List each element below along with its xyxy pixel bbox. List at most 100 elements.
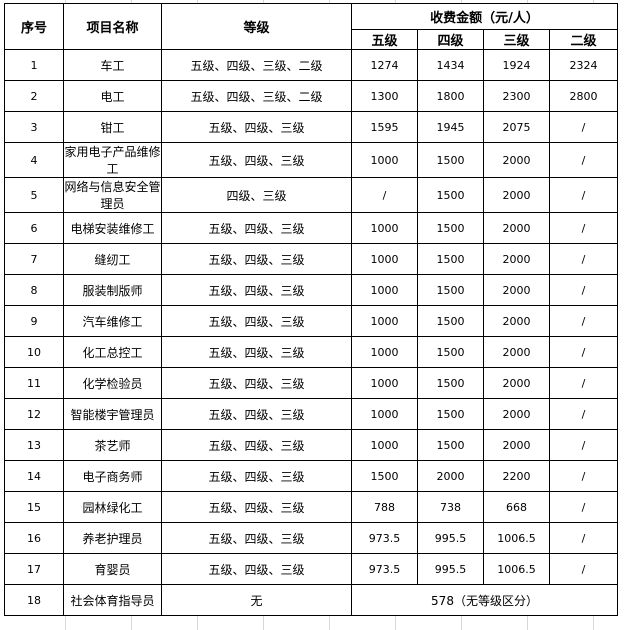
- row-fee: 1006.5: [483, 522, 550, 554]
- row-index: 4: [4, 142, 64, 178]
- row-name: 电子商务师: [63, 460, 162, 492]
- row-name: 汽车维修工: [63, 305, 162, 337]
- row-levels: 五级、四级、三级: [161, 460, 352, 492]
- row-index: 9: [4, 305, 64, 337]
- row-fee: 995.5: [417, 522, 484, 554]
- table-row: 10 化工总控工 五级、四级、三级 1000 1500 2000/: [4, 336, 618, 368]
- row-levels: 五级、四级、三级: [161, 111, 352, 143]
- row-name: 园林绿化工: [63, 491, 162, 523]
- row-levels: 五级、四级、三级、二级: [161, 49, 352, 81]
- row-fee: 2000: [417, 460, 484, 492]
- row-fee: /: [549, 553, 618, 585]
- row-name: 养老护理员: [63, 522, 162, 554]
- header-index: 序号: [4, 3, 64, 50]
- row-fee: 973.5: [351, 522, 418, 554]
- row-levels: 五级、四级、三级: [161, 243, 352, 275]
- row-fee: 973.5: [351, 553, 418, 585]
- row-fee: /: [549, 367, 618, 399]
- row-index: 6: [4, 212, 64, 244]
- row-fee: 1500: [417, 429, 484, 461]
- row-levels: 五级、四级、三级: [161, 491, 352, 523]
- row-fee: 1000: [351, 274, 418, 306]
- row-name: 茶艺师: [63, 429, 162, 461]
- row-fee: 1945: [417, 111, 484, 143]
- header-levels: 等级: [161, 3, 352, 50]
- header-level-5: 五级: [351, 29, 418, 50]
- row-fee: /: [549, 491, 618, 523]
- row-index: 12: [4, 398, 64, 430]
- row-levels: 无: [161, 584, 352, 616]
- row-fee: 1000: [351, 212, 418, 244]
- row-name: 社会体育指导员: [63, 584, 162, 616]
- row-fee: /: [351, 177, 418, 213]
- row-fee: 1006.5: [483, 553, 550, 585]
- row-fee: 1300: [351, 80, 418, 112]
- row-fee: 1500: [417, 274, 484, 306]
- row-fee: 1000: [351, 336, 418, 368]
- header-level-2: 二级: [549, 29, 618, 50]
- row-fee: 668: [483, 491, 550, 523]
- row-fee: 995.5: [417, 553, 484, 585]
- row-fee: 2000: [483, 429, 550, 461]
- row-fee: 2324: [549, 49, 618, 81]
- row-index: 16: [4, 522, 64, 554]
- row-index: 14: [4, 460, 64, 492]
- row-fee: /: [549, 111, 618, 143]
- row-index: 10: [4, 336, 64, 368]
- row-name: 智能楼宇管理员: [63, 398, 162, 430]
- row-fee: 2000: [483, 398, 550, 430]
- table-row: 8 服装制版师 五级、四级、三级 1000 1500 2000/: [4, 274, 618, 306]
- row-fee: 1434: [417, 49, 484, 81]
- row-name: 缝纫工: [63, 243, 162, 275]
- table-row: 7 缝纫工 五级、四级、三级 1000 1500 2000/: [4, 243, 618, 275]
- row-name: 钳工: [63, 111, 162, 143]
- row-fee: /: [549, 429, 618, 461]
- row-fee: /: [549, 336, 618, 368]
- row-index: 8: [4, 274, 64, 306]
- row-name: 网络与信息安全管理员: [63, 177, 162, 213]
- row-fee: /: [549, 177, 618, 213]
- row-index: 13: [4, 429, 64, 461]
- row-levels: 五级、四级、三级: [161, 274, 352, 306]
- header-fee: 收费金额（元/人）: [351, 3, 618, 30]
- table-row: 1 车工 五级、四级、三级、二级 1274 1434 1924 2324: [4, 49, 618, 81]
- row-index: 1: [4, 49, 64, 81]
- row-fee: 1500: [417, 305, 484, 337]
- table-row: 15 园林绿化工 五级、四级、三级 788 738 668/: [4, 491, 618, 523]
- row-name: 车工: [63, 49, 162, 81]
- row-fee: 1924: [483, 49, 550, 81]
- row-fee: 1000: [351, 142, 418, 178]
- row-fee: 1000: [351, 305, 418, 337]
- row-fee: 2000: [483, 305, 550, 337]
- row-fee: 1500: [417, 367, 484, 399]
- table-row: 13 茶艺师 五级、四级、三级 1000 1500 2000/: [4, 429, 618, 461]
- row-fee: 1000: [351, 398, 418, 430]
- row-fee: 2800: [549, 80, 618, 112]
- row-fee: 2075: [483, 111, 550, 143]
- table-row: 12 智能楼宇管理员 五级、四级、三级 1000 1500 2000/: [4, 398, 618, 430]
- row-fee: 1500: [417, 177, 484, 213]
- row-fee: 2000: [483, 243, 550, 275]
- row-name: 化工总控工: [63, 336, 162, 368]
- row-levels: 五级、四级、三级: [161, 212, 352, 244]
- row-fee: 1500: [417, 243, 484, 275]
- table-row: 4 家用电子产品维修工 五级、四级、三级 1000 1500 2000/: [4, 142, 618, 178]
- row-name: 服装制版师: [63, 274, 162, 306]
- row-fee: /: [549, 274, 618, 306]
- row-fee: 1500: [417, 142, 484, 178]
- row-levels: 五级、四级、三级: [161, 553, 352, 585]
- row-fee: /: [549, 305, 618, 337]
- header-level-3: 三级: [483, 29, 550, 50]
- row-fee: 1274: [351, 49, 418, 81]
- row-fee: /: [549, 212, 618, 244]
- row-index: 17: [4, 553, 64, 585]
- row-fee: 1000: [351, 243, 418, 275]
- row-fee: 2300: [483, 80, 550, 112]
- row-fee: 578（无等级区分）: [351, 584, 618, 616]
- row-fee: 1500: [417, 212, 484, 244]
- table-row: 2 电工 五级、四级、三级、二级 1300 1800 2300 2800: [4, 80, 618, 112]
- row-name: 家用电子产品维修工: [63, 142, 162, 178]
- row-fee: /: [549, 243, 618, 275]
- row-levels: 五级、四级、三级: [161, 522, 352, 554]
- row-name: 化学检验员: [63, 367, 162, 399]
